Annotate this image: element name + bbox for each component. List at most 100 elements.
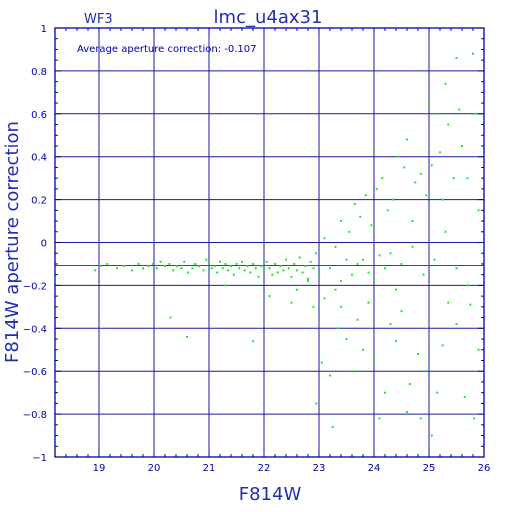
data-point bbox=[474, 112, 477, 115]
data-point bbox=[428, 104, 430, 107]
data-point bbox=[219, 260, 221, 263]
data-point bbox=[436, 391, 439, 394]
x-tick-label: 25 bbox=[423, 463, 436, 474]
data-point bbox=[386, 209, 389, 212]
data-point bbox=[439, 151, 441, 154]
data-point bbox=[351, 370, 353, 373]
data-point bbox=[116, 267, 119, 270]
data-point bbox=[458, 108, 461, 111]
data-point bbox=[331, 425, 334, 428]
data-point bbox=[430, 164, 433, 167]
data-point bbox=[323, 297, 326, 300]
data-point bbox=[364, 194, 367, 197]
data-point bbox=[227, 269, 230, 272]
data-point bbox=[265, 260, 268, 263]
data-point bbox=[356, 318, 359, 321]
x-tick-label: 19 bbox=[93, 463, 106, 474]
data-point bbox=[191, 267, 194, 270]
data-point bbox=[307, 280, 309, 283]
data-point bbox=[455, 323, 458, 326]
data-point bbox=[447, 301, 450, 304]
data-point bbox=[290, 275, 293, 278]
data-point bbox=[243, 269, 246, 272]
data-point bbox=[260, 265, 263, 268]
x-tick-label: 23 bbox=[313, 463, 326, 474]
data-point bbox=[263, 269, 265, 272]
x-tick-label: 22 bbox=[258, 463, 271, 474]
data-point bbox=[238, 267, 241, 270]
data-point bbox=[441, 198, 444, 201]
data-point bbox=[411, 220, 414, 223]
data-point bbox=[400, 262, 403, 265]
data-point bbox=[94, 269, 97, 272]
data-point bbox=[444, 230, 447, 233]
data-point bbox=[276, 271, 279, 274]
data-point bbox=[414, 181, 417, 184]
data-point bbox=[221, 267, 224, 270]
data-point bbox=[345, 258, 348, 261]
data-point bbox=[406, 138, 408, 141]
data-point bbox=[168, 262, 171, 265]
data-point bbox=[353, 202, 356, 205]
data-point bbox=[425, 370, 428, 373]
data-point bbox=[257, 275, 260, 278]
data-point bbox=[106, 262, 109, 265]
data-point bbox=[422, 273, 425, 276]
chart-title: lmc_u4ax31 bbox=[214, 7, 323, 28]
data-point bbox=[340, 305, 342, 308]
data-point bbox=[216, 271, 219, 274]
y-tick-label: 1 bbox=[41, 24, 47, 35]
data-point bbox=[389, 252, 392, 255]
data-point bbox=[296, 288, 298, 291]
data-point bbox=[285, 258, 287, 261]
data-point bbox=[137, 262, 140, 265]
y-tick-label: 0.4 bbox=[31, 153, 47, 164]
data-point bbox=[279, 265, 282, 268]
data-point bbox=[384, 391, 386, 394]
data-point bbox=[400, 310, 403, 313]
data-point bbox=[477, 209, 480, 212]
data-point bbox=[268, 295, 271, 298]
data-point bbox=[301, 271, 304, 274]
data-point bbox=[202, 269, 205, 272]
data-point bbox=[348, 230, 351, 233]
data-point bbox=[210, 267, 213, 270]
data-point bbox=[296, 269, 298, 272]
data-point bbox=[122, 265, 125, 268]
data-point bbox=[290, 301, 293, 304]
data-point bbox=[362, 348, 364, 351]
data-point bbox=[293, 262, 296, 265]
data-point bbox=[312, 267, 315, 270]
y-tick-label: 0.2 bbox=[31, 196, 47, 207]
y-axis-label: F814W aperture correction bbox=[2, 121, 23, 363]
data-point bbox=[252, 262, 254, 265]
data-point bbox=[312, 305, 315, 308]
data-point bbox=[444, 82, 447, 85]
data-point bbox=[268, 267, 271, 270]
data-point bbox=[345, 338, 348, 341]
y-tick-label: −0.8 bbox=[23, 410, 47, 421]
data-point bbox=[249, 271, 252, 274]
y-tick-label: 0.6 bbox=[31, 110, 47, 121]
data-point bbox=[329, 374, 331, 377]
data-point bbox=[419, 172, 422, 175]
data-point bbox=[452, 177, 455, 180]
data-point bbox=[230, 265, 232, 268]
data-point bbox=[271, 273, 274, 276]
data-point bbox=[395, 288, 397, 291]
data-point bbox=[419, 417, 422, 420]
grid bbox=[55, 28, 484, 457]
data-point bbox=[381, 177, 384, 180]
data-point bbox=[198, 265, 201, 268]
data-point bbox=[252, 340, 254, 343]
data-point bbox=[384, 267, 386, 270]
data-point bbox=[469, 303, 472, 306]
data-point bbox=[370, 224, 373, 227]
data-point bbox=[373, 280, 375, 283]
data-point bbox=[406, 410, 408, 413]
data-point bbox=[224, 284, 227, 287]
data-point bbox=[389, 323, 392, 326]
y-tick-label: 0.8 bbox=[31, 67, 47, 78]
data-point bbox=[180, 267, 183, 270]
data-point bbox=[425, 194, 428, 197]
